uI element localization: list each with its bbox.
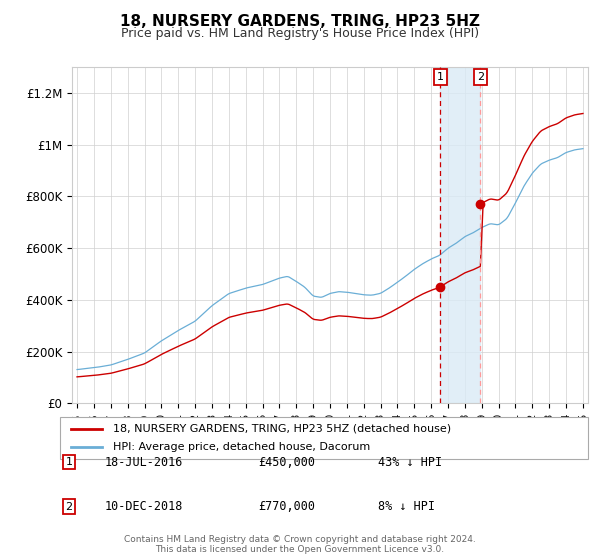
Text: 43% ↓ HPI: 43% ↓ HPI — [378, 455, 442, 469]
Text: 8% ↓ HPI: 8% ↓ HPI — [378, 500, 435, 514]
FancyBboxPatch shape — [60, 417, 588, 459]
Text: 18, NURSERY GARDENS, TRING, HP23 5HZ: 18, NURSERY GARDENS, TRING, HP23 5HZ — [120, 14, 480, 29]
Text: Price paid vs. HM Land Registry's House Price Index (HPI): Price paid vs. HM Land Registry's House … — [121, 27, 479, 40]
Text: 1: 1 — [437, 72, 444, 82]
Text: 2: 2 — [65, 502, 73, 512]
Text: £450,000: £450,000 — [258, 455, 315, 469]
Text: HPI: Average price, detached house, Dacorum: HPI: Average price, detached house, Daco… — [113, 442, 370, 452]
Text: Contains HM Land Registry data © Crown copyright and database right 2024.
This d: Contains HM Land Registry data © Crown c… — [124, 535, 476, 554]
Text: 1: 1 — [65, 457, 73, 467]
Text: 18, NURSERY GARDENS, TRING, HP23 5HZ (detached house): 18, NURSERY GARDENS, TRING, HP23 5HZ (de… — [113, 424, 451, 434]
Text: 2: 2 — [477, 72, 484, 82]
Text: 18-JUL-2016: 18-JUL-2016 — [105, 455, 184, 469]
Text: £770,000: £770,000 — [258, 500, 315, 514]
Bar — [440, 67, 481, 403]
Text: 10-DEC-2018: 10-DEC-2018 — [105, 500, 184, 514]
